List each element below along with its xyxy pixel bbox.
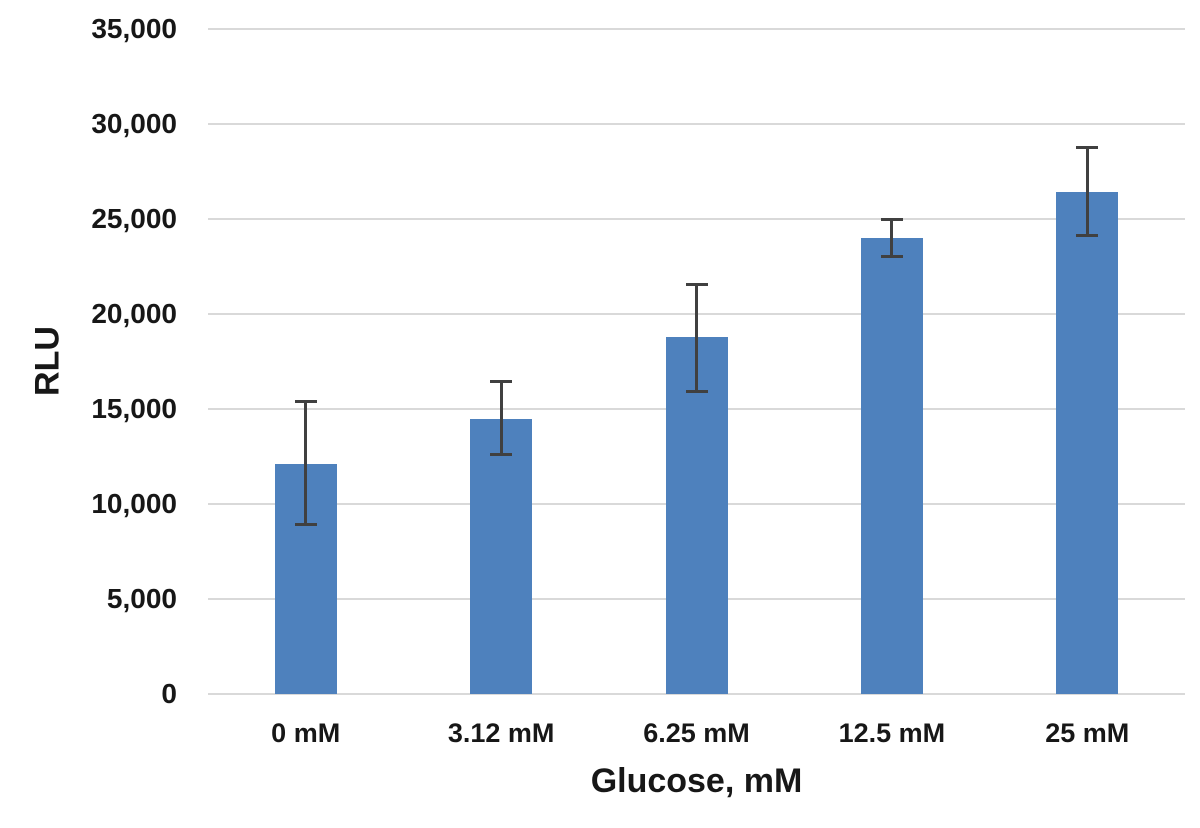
y-tick-label: 25,000 [91,203,177,234]
error-bar-cap-bottom [294,522,317,526]
bar [860,238,923,694]
x-tick-label: 3.12 mM [447,718,555,748]
y-tick-label: 5,000 [106,583,177,614]
error-bar-line [1085,146,1089,237]
error-bar-cap-bottom [1076,234,1099,238]
gridline [208,123,1185,125]
y-tick-label: 10,000 [91,488,177,519]
x-tick-label: 6.25 mM [643,718,750,748]
x-tick-label: 12.5 mM [838,718,946,748]
error-bar-line [304,401,308,525]
error-bar-line [695,283,698,392]
x-axis-title: Glucose, mM [590,762,803,800]
y-axis-tick-labels: 0 5,000 10,000 15,000 20,000 25,000 30,000 35,0… [0,0,177,828]
y-tick-label: 15,000 [91,393,177,424]
y-tick-label: 0 [161,678,177,709]
error-bar-cap-bottom [490,452,513,456]
gridline [208,218,1185,220]
error-bar-cap-top [294,400,317,404]
error-bar-cap-bottom [685,389,708,393]
bar [665,336,728,694]
gridline [208,693,1185,695]
error-bar-line [890,219,894,257]
x-tick-label: 25 mM [1045,718,1130,748]
y-tick-label: 30,000 [91,108,177,139]
error-bar-cap-top [685,282,708,286]
error-bar-cap-bottom [880,255,903,258]
error-bar-cap-top [490,379,513,383]
x-tick-label: 0 mM [271,718,341,748]
y-tick-label: 35,000 [91,13,177,44]
bar [470,418,533,694]
error-bar-cap-top [880,218,903,221]
plot-area [208,28,1185,695]
gridline [208,28,1185,30]
bar [1056,192,1119,694]
error-bar-cap-top [1076,145,1099,149]
y-tick-label: 20,000 [91,298,177,329]
error-bar-line [499,380,503,455]
